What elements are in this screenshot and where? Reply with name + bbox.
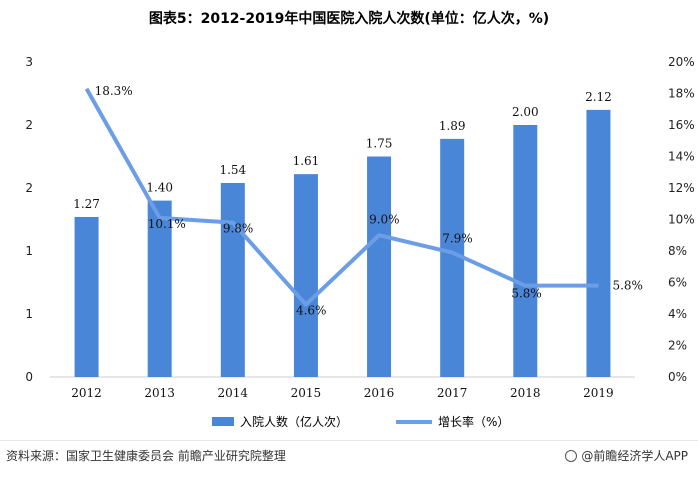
x-tick-label: 2015 bbox=[291, 386, 322, 400]
legend-item-line: 增长率（%） bbox=[396, 413, 509, 430]
growth-line bbox=[84, 87, 599, 307]
line-data-label: 5.8% bbox=[511, 287, 542, 301]
line-data-label: 7.9% bbox=[442, 232, 473, 246]
bar-data-label: 1.75 bbox=[366, 137, 393, 151]
x-tick-label: 2018 bbox=[510, 386, 541, 400]
y-right-tick-label: 14% bbox=[668, 150, 695, 164]
bar-2016 bbox=[367, 156, 392, 377]
line-data-label: 10.1% bbox=[148, 217, 186, 231]
y-right-tick-label: 18% bbox=[668, 87, 695, 101]
y-left-tick-label: 1 bbox=[25, 244, 33, 258]
x-tick-label: 2016 bbox=[364, 386, 395, 400]
y-left-tick-label: 1 bbox=[25, 307, 33, 321]
line-data-label: 4.6% bbox=[296, 304, 327, 318]
bar-data-label: 1.27 bbox=[73, 197, 100, 211]
bar-data-label: 2.00 bbox=[512, 105, 539, 119]
x-tick-label: 2014 bbox=[218, 386, 249, 400]
legend-line-swatch bbox=[396, 419, 432, 424]
y-right-tick-label: 2% bbox=[668, 339, 687, 353]
bar-2014 bbox=[220, 182, 245, 377]
bar-data-label: 1.61 bbox=[293, 154, 320, 168]
source-note: 资料来源：国家卫生健康委员会 前瞻产业研究院整理 bbox=[6, 449, 286, 463]
y-right-tick-label: 20% bbox=[668, 55, 695, 69]
bar-2019 bbox=[586, 109, 611, 377]
bar-2015 bbox=[293, 174, 318, 377]
legend-bar-swatch bbox=[212, 417, 234, 426]
y-right-tick-label: 10% bbox=[668, 213, 695, 227]
brand-logo-icon bbox=[565, 449, 578, 462]
y-right-tick-label: 0% bbox=[668, 370, 687, 384]
line-data-label: 18.3% bbox=[95, 84, 133, 98]
y-left-tick-label: 0 bbox=[25, 370, 33, 384]
line-data-label: 9.0% bbox=[369, 212, 400, 226]
x-tick-label: 2013 bbox=[144, 386, 175, 400]
combo-chart: 0 1 1 2 2 3 0% 2% 4% 6% 8% 10% 12% 14% 16% 18% 20% 1.27 1.… bbox=[25, 55, 695, 400]
bar-data-label: 1.54 bbox=[219, 163, 246, 177]
y-right-tick-label: 8% bbox=[668, 244, 687, 258]
y-right-tick-label: 16% bbox=[668, 118, 695, 132]
footer-divider bbox=[0, 440, 698, 441]
y-right-tick-label: 4% bbox=[668, 307, 687, 321]
y-right-tick-label: 6% bbox=[668, 276, 687, 290]
x-tick-label: 2012 bbox=[71, 386, 102, 400]
brand-label: @前瞻经济学人APP bbox=[581, 449, 688, 463]
x-tick-label: 2017 bbox=[437, 386, 468, 400]
line-data-label: 9.8% bbox=[223, 222, 254, 236]
bar-2018 bbox=[513, 125, 538, 377]
y-left-tick-label: 2 bbox=[25, 181, 33, 195]
bar-2013 bbox=[147, 200, 172, 377]
x-tick-label: 2019 bbox=[583, 386, 614, 400]
y-right-tick-label: 12% bbox=[668, 181, 695, 195]
brand: @前瞻经济学人APP bbox=[565, 447, 688, 464]
bar-data-label: 2.12 bbox=[585, 90, 612, 104]
line-data-label: 5.8% bbox=[612, 279, 643, 293]
chart-title: 图表5：2012-2019年中国医院入院人次数(单位：亿人次，%) bbox=[148, 11, 550, 27]
legend-line-label: 增长率（%） bbox=[438, 415, 510, 429]
y-left-tick-label: 3 bbox=[25, 55, 33, 69]
bar-2012 bbox=[74, 216, 99, 377]
legend-bar-label: 入院人数（亿人次） bbox=[240, 415, 349, 429]
legend-item-bar: 入院人数（亿人次） bbox=[212, 413, 348, 430]
y-left-tick-label: 2 bbox=[25, 118, 33, 132]
legend: 入院人数（亿人次） 增长率（%） bbox=[0, 413, 698, 433]
bar-data-label: 1.40 bbox=[146, 181, 173, 195]
bar-data-label: 1.89 bbox=[439, 119, 466, 133]
